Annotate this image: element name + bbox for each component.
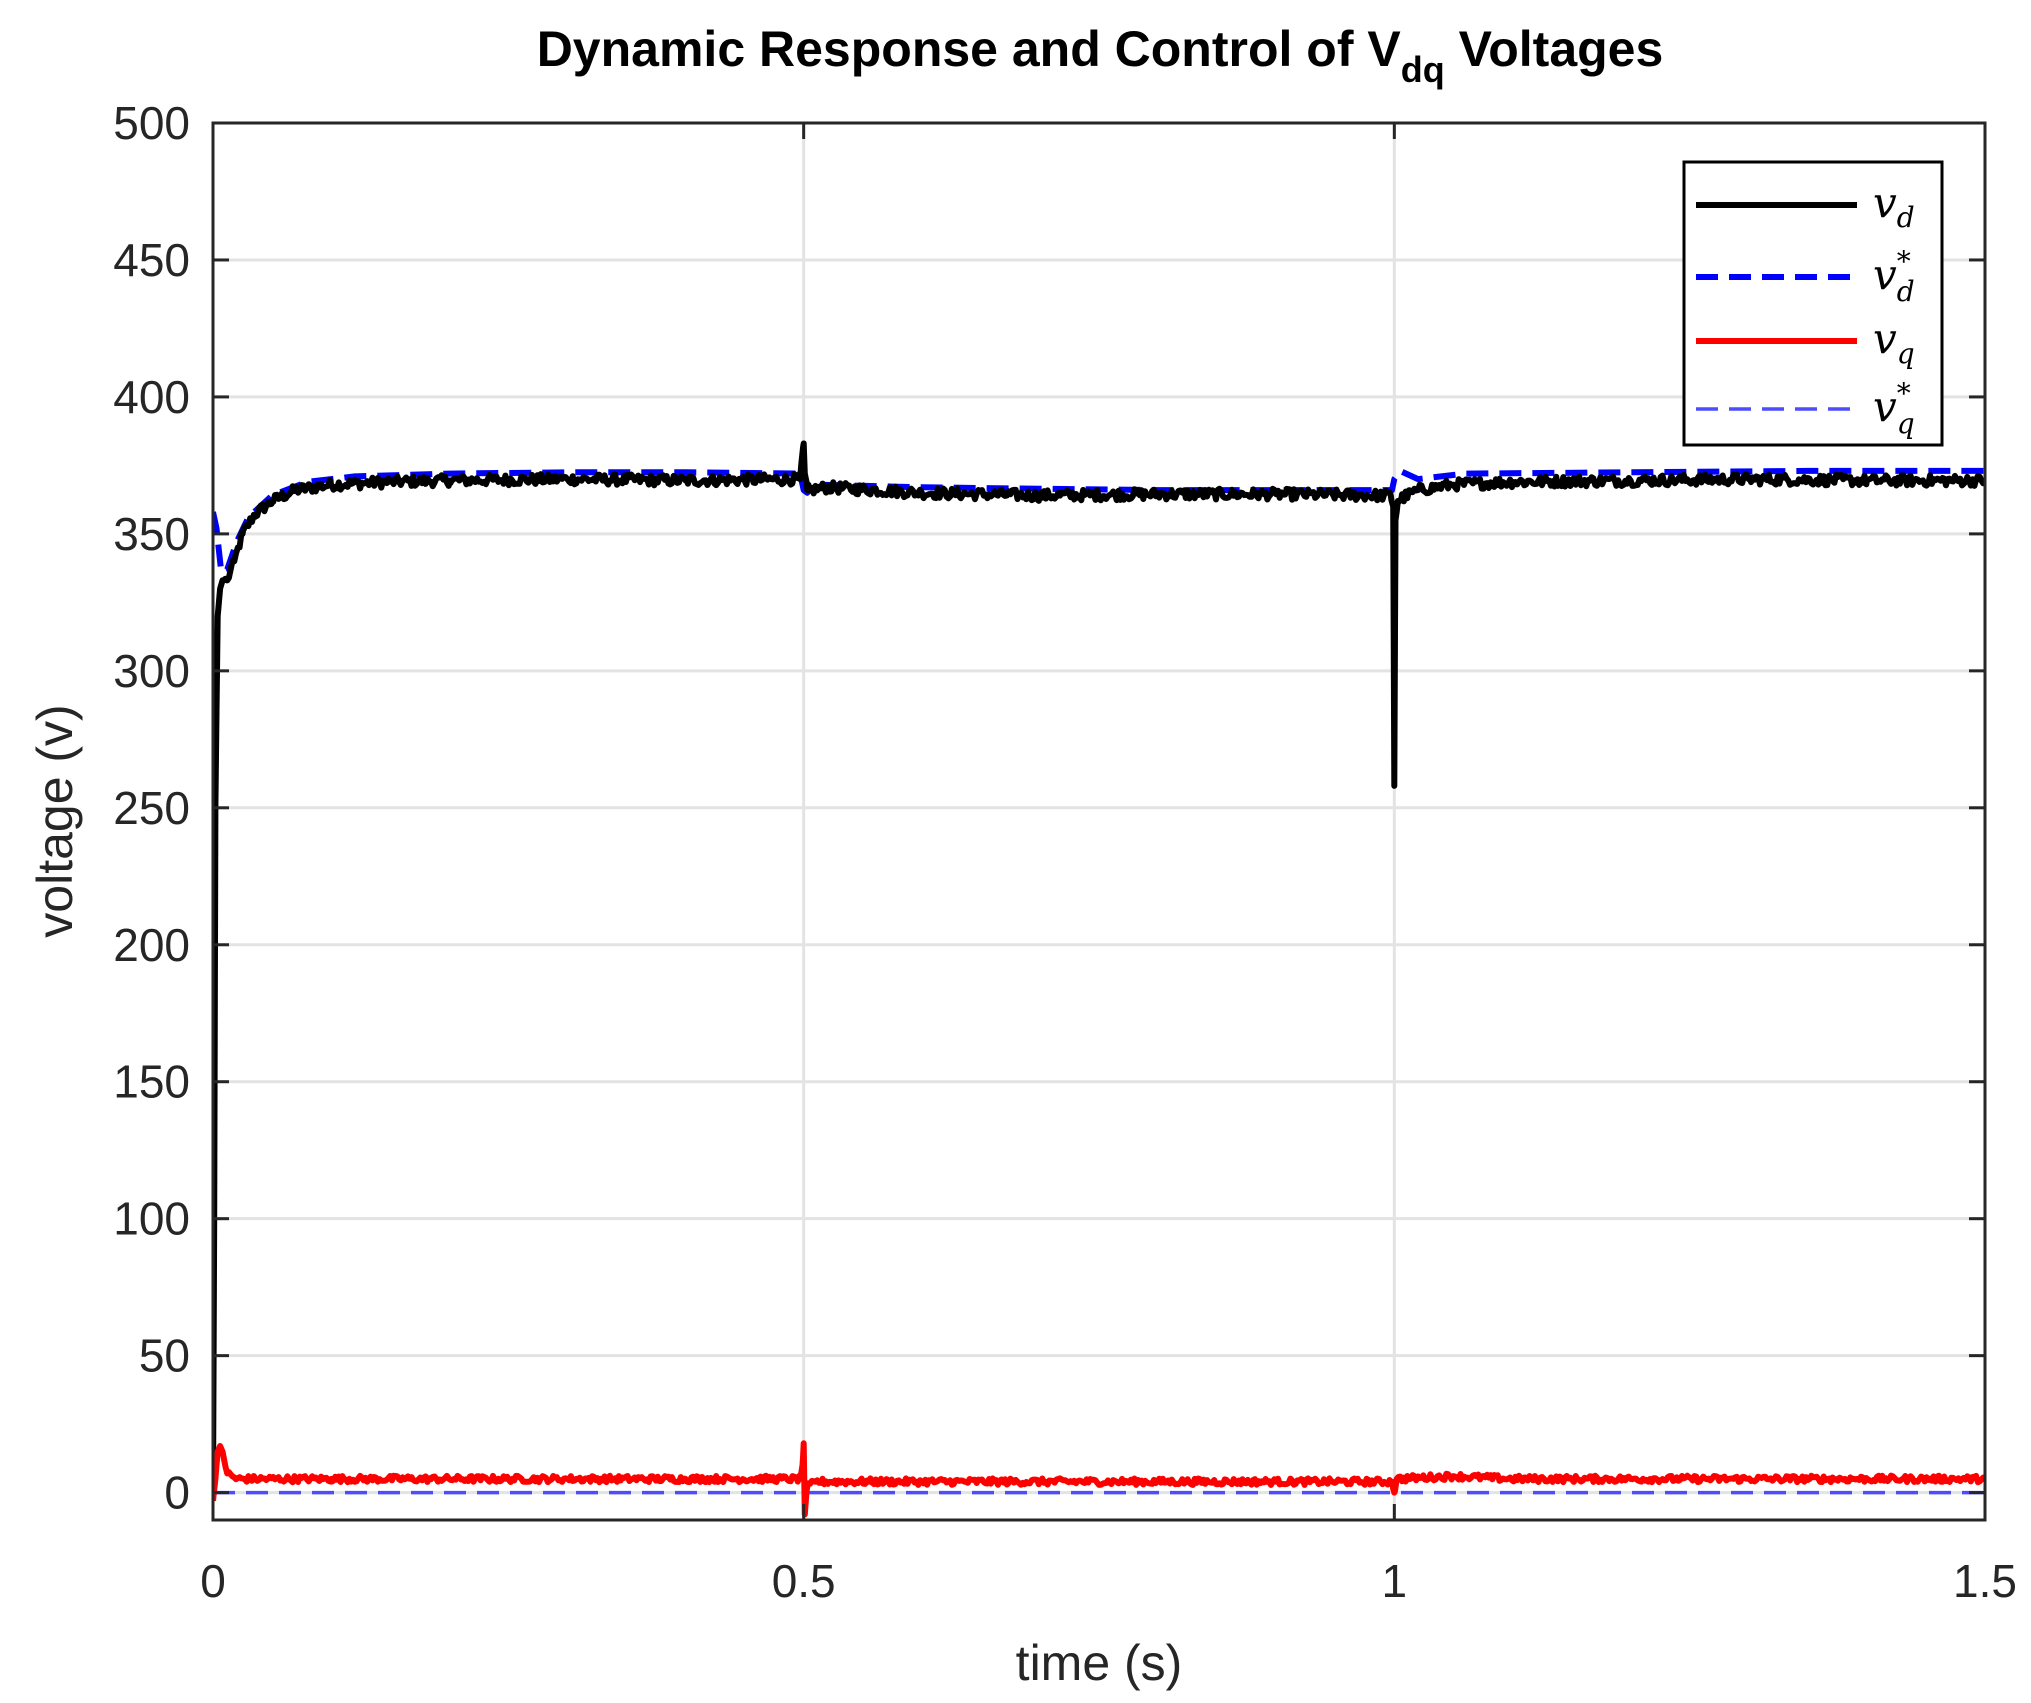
- series-line-vd: [213, 440, 1985, 1493]
- legend-label-vd_ref: v* d: [1873, 245, 1915, 308]
- y-tick-label: 500: [113, 97, 190, 149]
- y-tick-label: 100: [113, 1193, 190, 1245]
- x-tick-label: 0: [200, 1555, 226, 1607]
- x-tick-label: 1: [1382, 1555, 1408, 1607]
- y-tick-label: 150: [113, 1056, 190, 1108]
- y-axis-tick-labels: 0 50 100 150 200 250 300 350 400 450 500: [113, 97, 190, 1519]
- plot-frame: [211, 121, 1987, 1522]
- legend-box: [1682, 160, 1944, 447]
- x-tick-label: 1.5: [1953, 1555, 2017, 1607]
- x-tick-label: 0.5: [772, 1555, 836, 1607]
- y-tick-label: 0: [164, 1467, 190, 1519]
- y-tick-label: 400: [113, 371, 190, 423]
- y-tick-label: 350: [113, 508, 190, 560]
- y-axis-label: voltage (v): [27, 704, 83, 937]
- axis-ticks: [211, 121, 1987, 1520]
- y-tick-label: 300: [113, 645, 190, 697]
- legend-label-vq_ref: v* q: [1873, 377, 1915, 440]
- y-tick-label: 200: [113, 919, 190, 971]
- legend-label-vq: vq: [1873, 314, 1915, 370]
- y-tick-label: 50: [139, 1330, 190, 1382]
- series-line-vq: [213, 1440, 1985, 1518]
- grid-lines: [213, 123, 1985, 1520]
- y-tick-label: 250: [113, 782, 190, 834]
- legend: vd v* d vq v* q: [1682, 160, 1944, 447]
- legend-label-vd: vd: [1873, 178, 1915, 234]
- chart-title: Dynamic Response and Control of Vdq Volt…: [537, 21, 1664, 90]
- y-tick-label: 450: [113, 234, 190, 286]
- x-axis-tick-labels: 0 0.5 1 1.5: [200, 1555, 2017, 1607]
- x-axis-label: time (s): [1016, 1635, 1183, 1691]
